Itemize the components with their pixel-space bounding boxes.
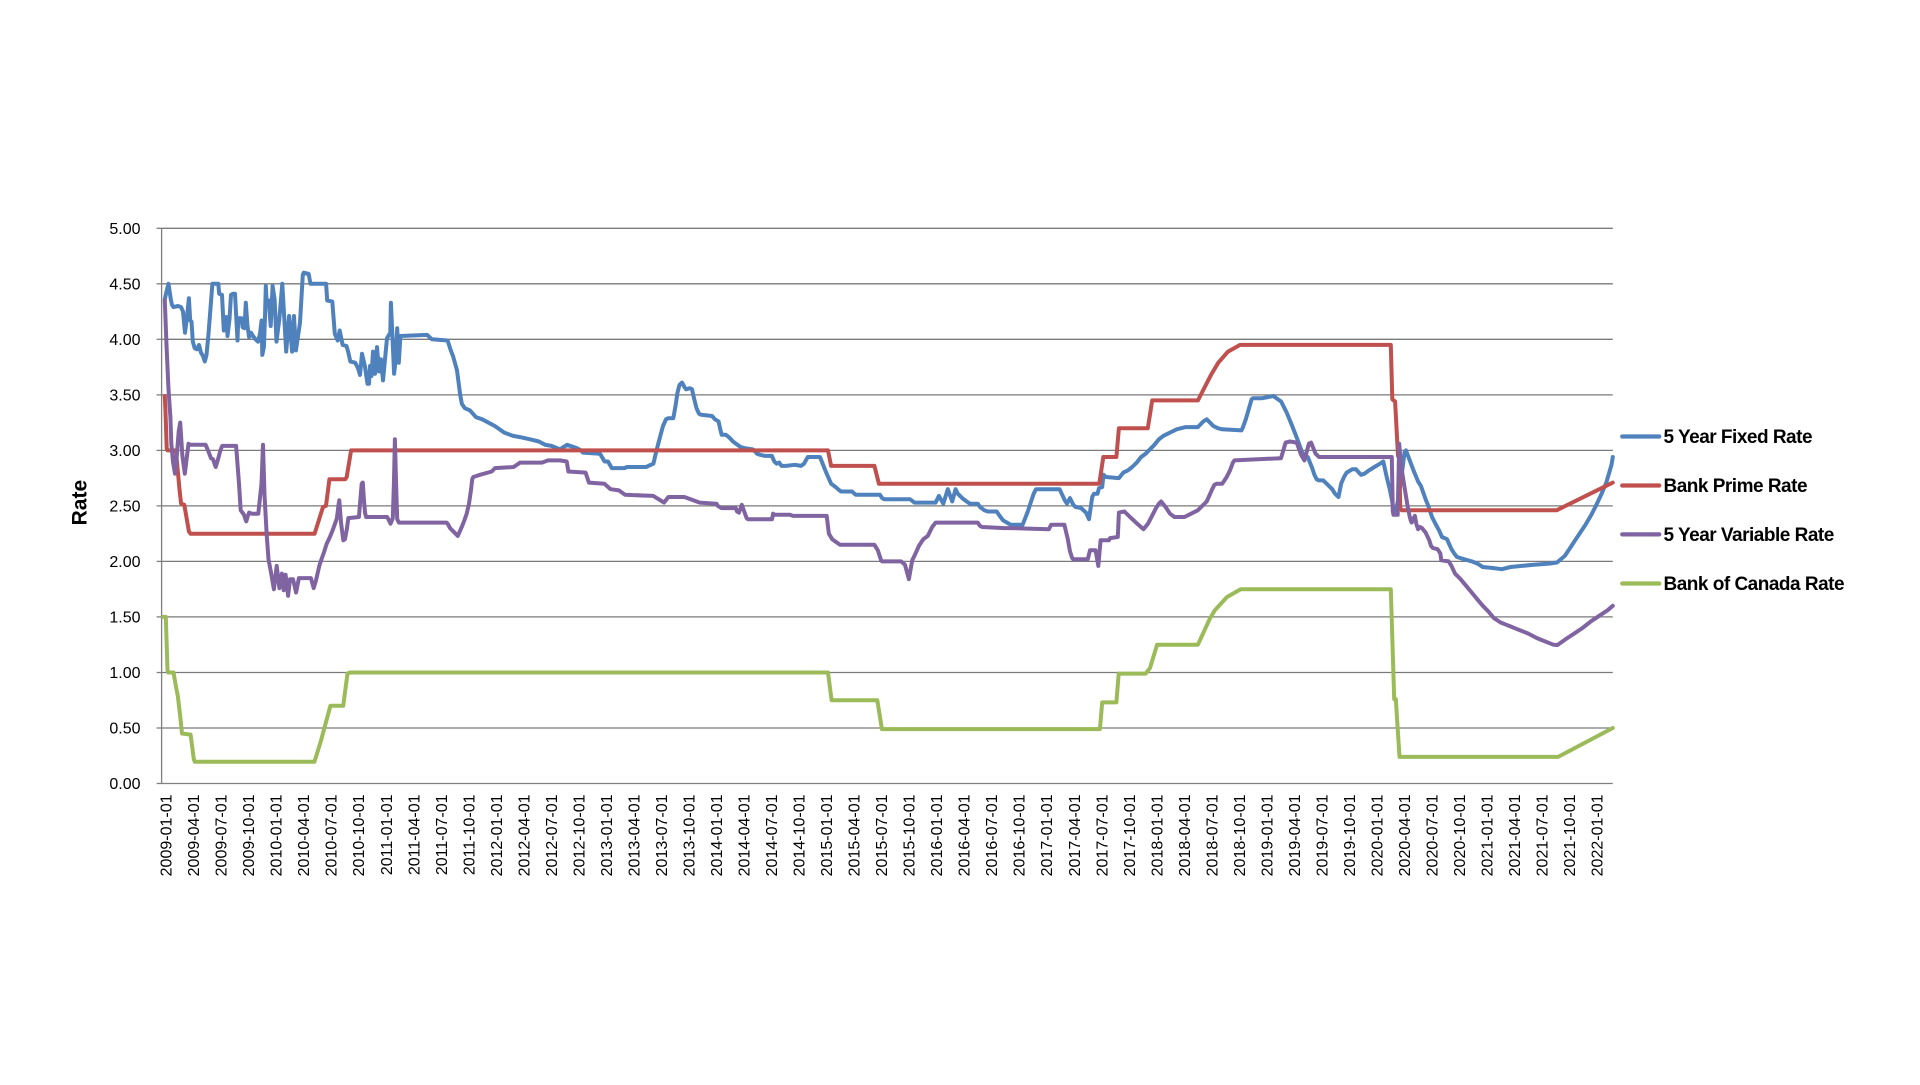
svg-text:4.50: 4.50 xyxy=(109,276,140,293)
svg-text:2015-04-01: 2015-04-01 xyxy=(847,794,864,876)
svg-text:Bank of Canada Rate: Bank of Canada Rate xyxy=(1664,574,1845,595)
svg-text:2014-07-01: 2014-07-01 xyxy=(764,794,781,876)
svg-text:2010-01-01: 2010-01-01 xyxy=(269,794,286,876)
svg-text:2013-01-01: 2013-01-01 xyxy=(599,794,616,876)
svg-text:5 Year Variable Rate: 5 Year Variable Rate xyxy=(1664,525,1834,546)
svg-text:2022-01-01: 2022-01-01 xyxy=(1590,794,1607,876)
svg-text:2018-04-01: 2018-04-01 xyxy=(1177,794,1194,876)
svg-text:2015-10-01: 2015-10-01 xyxy=(902,794,919,876)
svg-text:4.00: 4.00 xyxy=(109,332,140,349)
svg-text:2016-07-01: 2016-07-01 xyxy=(984,794,1001,876)
svg-text:1.50: 1.50 xyxy=(109,609,140,626)
svg-text:2009-01-01: 2009-01-01 xyxy=(159,794,176,876)
svg-text:2014-10-01: 2014-10-01 xyxy=(792,794,809,876)
svg-text:2016-10-01: 2016-10-01 xyxy=(1012,794,1029,876)
svg-text:2020-04-01: 2020-04-01 xyxy=(1397,794,1414,876)
svg-text:2011-07-01: 2011-07-01 xyxy=(434,794,451,875)
svg-text:1.00: 1.00 xyxy=(109,665,140,682)
svg-text:2012-10-01: 2012-10-01 xyxy=(571,794,588,876)
svg-text:2011-04-01: 2011-04-01 xyxy=(406,794,423,875)
svg-text:2013-07-01: 2013-07-01 xyxy=(654,794,671,876)
svg-text:2019-10-01: 2019-10-01 xyxy=(1342,794,1359,876)
svg-text:2009-04-01: 2009-04-01 xyxy=(186,794,203,876)
svg-text:2018-07-01: 2018-07-01 xyxy=(1204,794,1221,876)
svg-text:2017-07-01: 2017-07-01 xyxy=(1094,794,1111,876)
svg-text:2015-01-01: 2015-01-01 xyxy=(819,794,836,876)
svg-text:3.50: 3.50 xyxy=(109,387,140,404)
svg-text:2018-01-01: 2018-01-01 xyxy=(1149,794,1166,876)
svg-text:2014-01-01: 2014-01-01 xyxy=(709,794,726,876)
svg-text:2021-04-01: 2021-04-01 xyxy=(1507,794,1524,876)
svg-text:2021-07-01: 2021-07-01 xyxy=(1535,794,1552,876)
svg-text:2013-04-01: 2013-04-01 xyxy=(626,794,643,876)
svg-text:2016-04-01: 2016-04-01 xyxy=(957,794,974,876)
svg-text:3.00: 3.00 xyxy=(109,443,140,460)
svg-text:2009-10-01: 2009-10-01 xyxy=(241,794,258,876)
svg-text:2012-01-01: 2012-01-01 xyxy=(489,794,506,876)
svg-text:0.50: 0.50 xyxy=(109,721,140,738)
svg-text:2020-07-01: 2020-07-01 xyxy=(1425,794,1442,876)
svg-text:2010-07-01: 2010-07-01 xyxy=(324,794,341,876)
svg-text:Rate: Rate xyxy=(69,480,92,526)
svg-text:Bank Prime Rate: Bank Prime Rate xyxy=(1664,476,1808,497)
svg-text:2020-10-01: 2020-10-01 xyxy=(1452,794,1469,876)
svg-text:2012-04-01: 2012-04-01 xyxy=(516,794,533,876)
svg-text:2021-10-01: 2021-10-01 xyxy=(1562,794,1579,876)
svg-text:2017-01-01: 2017-01-01 xyxy=(1039,794,1056,876)
svg-text:2010-04-01: 2010-04-01 xyxy=(296,794,313,876)
svg-text:5.00: 5.00 xyxy=(109,221,140,238)
svg-text:2013-10-01: 2013-10-01 xyxy=(682,794,699,876)
svg-text:2019-07-01: 2019-07-01 xyxy=(1314,794,1331,876)
svg-text:2016-01-01: 2016-01-01 xyxy=(929,794,946,876)
svg-text:2011-01-01: 2011-01-01 xyxy=(379,794,396,875)
svg-text:2018-10-01: 2018-10-01 xyxy=(1232,794,1249,876)
svg-text:2017-04-01: 2017-04-01 xyxy=(1067,794,1084,876)
svg-text:2.00: 2.00 xyxy=(109,554,140,571)
svg-text:2009-07-01: 2009-07-01 xyxy=(214,794,231,876)
svg-text:2010-10-01: 2010-10-01 xyxy=(351,794,368,876)
svg-text:2014-04-01: 2014-04-01 xyxy=(737,794,754,876)
svg-text:2015-07-01: 2015-07-01 xyxy=(874,794,891,876)
svg-text:2011-10-01: 2011-10-01 xyxy=(461,794,478,875)
svg-text:2021-01-01: 2021-01-01 xyxy=(1480,794,1497,876)
svg-text:2019-01-01: 2019-01-01 xyxy=(1259,794,1276,876)
svg-text:2020-01-01: 2020-01-01 xyxy=(1370,794,1387,876)
svg-text:0.00: 0.00 xyxy=(109,776,140,793)
svg-text:5 Year Fixed Rate: 5 Year Fixed Rate xyxy=(1664,427,1813,448)
svg-text:2017-10-01: 2017-10-01 xyxy=(1122,794,1139,876)
svg-text:2.50: 2.50 xyxy=(109,498,140,515)
svg-text:2019-04-01: 2019-04-01 xyxy=(1287,794,1304,876)
svg-text:2012-07-01: 2012-07-01 xyxy=(544,794,561,876)
